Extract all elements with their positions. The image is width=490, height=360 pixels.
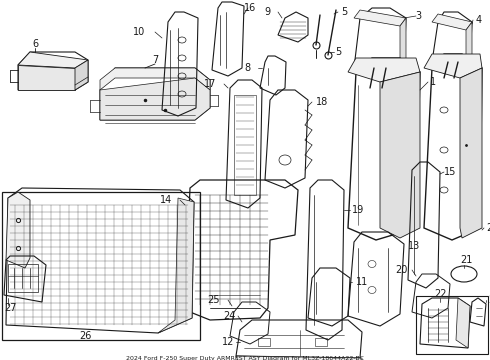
Text: 11: 11 <box>356 277 368 287</box>
Text: 13: 13 <box>408 241 420 251</box>
Text: 5: 5 <box>335 47 341 57</box>
Bar <box>234 95 256 195</box>
Text: 1: 1 <box>430 77 436 87</box>
Polygon shape <box>158 198 194 333</box>
Text: 12: 12 <box>221 337 234 347</box>
Text: 2024 Ford F-250 Super Duty ARMREST ASY Diagram for ML3Z-18644A22-BC: 2024 Ford F-250 Super Duty ARMREST ASY D… <box>126 356 364 360</box>
Polygon shape <box>424 54 482 78</box>
Text: 2: 2 <box>486 223 490 233</box>
Polygon shape <box>100 68 210 90</box>
Text: 17: 17 <box>204 79 216 89</box>
Bar <box>258 338 270 346</box>
Polygon shape <box>466 22 472 70</box>
Text: 10: 10 <box>133 27 145 37</box>
Text: 19: 19 <box>352 205 364 215</box>
Polygon shape <box>236 356 362 360</box>
Polygon shape <box>456 298 470 348</box>
Text: 24: 24 <box>223 311 236 321</box>
Bar <box>315 338 327 346</box>
Text: 14: 14 <box>160 195 172 205</box>
Text: 15: 15 <box>444 167 456 177</box>
Text: 8: 8 <box>244 63 250 73</box>
Polygon shape <box>75 60 88 90</box>
Text: 5: 5 <box>341 7 347 17</box>
Polygon shape <box>400 18 406 76</box>
Polygon shape <box>348 58 420 82</box>
Text: 16: 16 <box>244 3 256 13</box>
Text: 27: 27 <box>4 303 17 313</box>
Polygon shape <box>18 65 75 90</box>
Text: 6: 6 <box>32 39 38 49</box>
Polygon shape <box>100 78 210 120</box>
Text: 7: 7 <box>152 55 158 65</box>
Bar <box>2 192 200 340</box>
Text: 25: 25 <box>207 295 220 305</box>
Bar <box>8 264 38 292</box>
Text: 26: 26 <box>79 331 91 341</box>
Text: 23: 23 <box>488 295 490 305</box>
Polygon shape <box>460 68 482 238</box>
Text: 18: 18 <box>316 97 328 107</box>
Text: 3: 3 <box>415 11 421 21</box>
Polygon shape <box>18 52 88 68</box>
Text: 22: 22 <box>434 289 446 299</box>
Text: 20: 20 <box>395 265 408 275</box>
Text: 4: 4 <box>476 15 482 25</box>
Text: 21: 21 <box>460 255 472 265</box>
Text: 9: 9 <box>264 7 270 17</box>
Polygon shape <box>432 14 472 30</box>
Polygon shape <box>6 192 30 268</box>
Bar <box>416 296 488 354</box>
Polygon shape <box>380 72 420 238</box>
Polygon shape <box>354 10 406 26</box>
